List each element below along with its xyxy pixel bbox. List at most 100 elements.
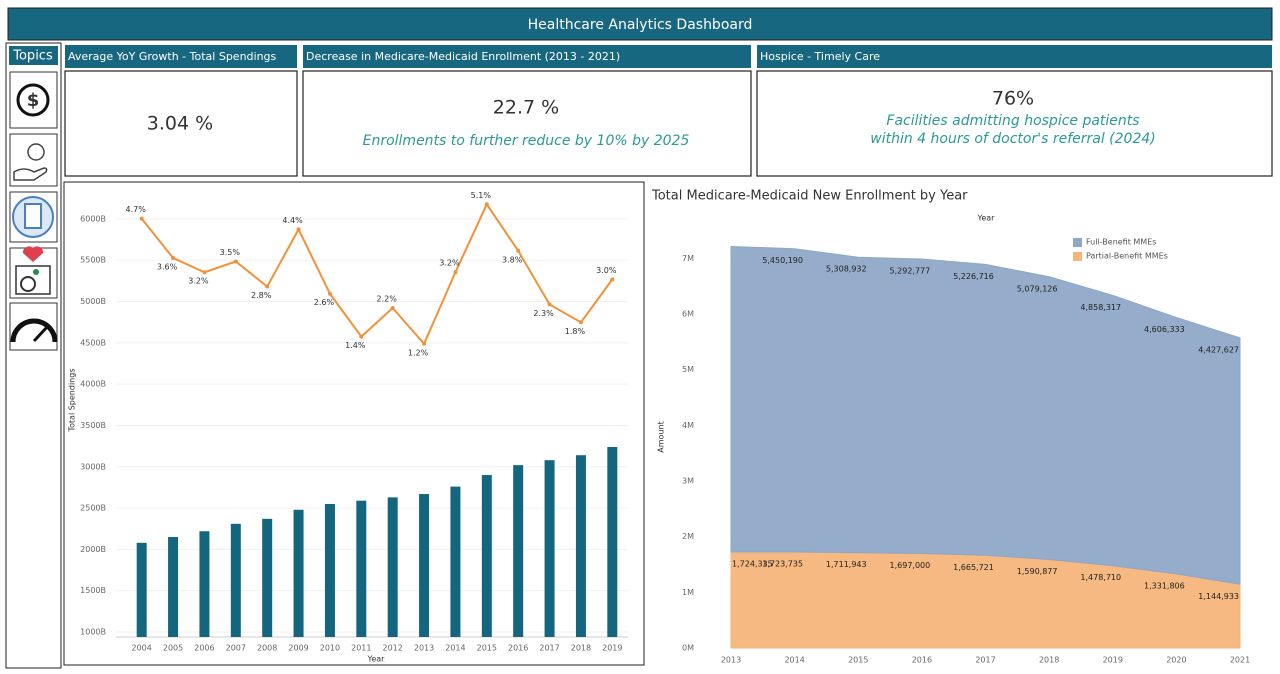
icon: [33, 269, 39, 275]
data-label: 5,292,777: [890, 266, 931, 275]
x-tick-label: 2017: [539, 644, 559, 653]
x-tick-label: 2012: [383, 644, 403, 653]
bar: [575, 455, 586, 637]
y-tick-label: 1M: [682, 588, 694, 597]
line-point: [296, 227, 301, 232]
data-label: 5,226,716: [953, 272, 994, 281]
topic-spending[interactable]: $: [9, 71, 58, 129]
data-label: 3.2%: [188, 277, 209, 286]
topic-enrollment[interactable]: [9, 191, 58, 243]
data-label: 3.0%: [596, 266, 617, 275]
kpi-value: 76%: [992, 88, 1034, 110]
line-point: [265, 284, 270, 289]
data-label: 2.2%: [377, 295, 398, 304]
topic-timely[interactable]: [9, 302, 58, 351]
topic-hospice[interactable]: [9, 246, 58, 299]
x-tick-label: 2010: [320, 644, 340, 653]
line-point: [327, 291, 332, 296]
data-label: 1,723,735: [762, 560, 803, 569]
x-tick-label: 2015: [848, 656, 868, 665]
line-point: [453, 270, 458, 275]
y-tick-label: 4000B: [80, 380, 106, 389]
y-tick-label: 3500B: [80, 421, 106, 430]
line: [140, 202, 614, 346]
x-tick-label: 2005: [163, 644, 183, 653]
x-tick-label: 2015: [477, 644, 497, 653]
icon: [16, 83, 50, 117]
y-tick-label: 2M: [682, 532, 694, 541]
icon: [10, 318, 58, 343]
data-label: 2.8%: [251, 291, 272, 300]
data-label: 1,144,933: [1198, 592, 1239, 601]
data-label: 3.8%: [502, 255, 523, 264]
y-tick-label: 1500B: [80, 586, 106, 595]
data-label: 1,665,721: [953, 563, 994, 572]
data-label: 1,711,943: [826, 560, 867, 569]
line-point: [171, 255, 176, 260]
kpi-note: within 4 hours of doctor's referral (202…: [870, 131, 1155, 147]
y-tick-label: 3M: [682, 477, 694, 486]
x-tick-label: 2016: [508, 644, 528, 653]
y-tick-label: 5500B: [80, 256, 106, 265]
line-point: [610, 277, 615, 282]
bar: [324, 503, 335, 637]
bar: [356, 500, 367, 637]
kpi-box: [756, 70, 1273, 177]
y-tick-label: 6M: [682, 310, 694, 319]
line-point: [202, 270, 207, 275]
x-tick-label: 2019: [1103, 656, 1123, 665]
icon: [32, 324, 50, 343]
data-label: 5,079,126: [1017, 284, 1058, 293]
y-tick-label: 4M: [682, 421, 694, 430]
y-tick-label: 1000B: [80, 628, 106, 637]
topic-care[interactable]: [9, 133, 58, 187]
data-label: 3.5%: [220, 248, 241, 257]
dashboard-title: Healthcare Analytics Dashboard: [528, 17, 753, 33]
y-tick-label: 2000B: [80, 545, 106, 554]
icon: [24, 203, 42, 229]
y-tick-label: 2500B: [80, 504, 106, 513]
data-label: 4,427,627: [1198, 345, 1239, 354]
bar: [481, 475, 492, 637]
kpi-3: Hospice - Timely Care 76% Facilities adm…: [756, 45, 1273, 177]
line-point: [139, 216, 144, 221]
x-tick-label: 2020: [1166, 656, 1186, 665]
x-tick-label: 2006: [194, 644, 214, 653]
x-axis-label: Year: [977, 214, 996, 223]
y-tick-label: 0M: [682, 644, 694, 653]
kpi-title: Average YoY Growth - Total Spendings: [68, 50, 277, 63]
bar: [387, 497, 398, 637]
data-label: 5.1%: [471, 191, 492, 200]
data-label: 1,331,806: [1144, 581, 1185, 590]
legend-swatch: [1073, 252, 1082, 261]
y-tick-label: 7M: [682, 254, 694, 263]
icon: [13, 167, 48, 181]
icon: [27, 143, 45, 161]
data-label: 2.3%: [533, 309, 554, 318]
line-point: [390, 306, 395, 311]
x-tick-label: 2018: [1039, 656, 1059, 665]
data-label: 5,450,190: [762, 256, 803, 265]
kpi-header: [65, 45, 297, 68]
x-tick-label: 2019: [602, 644, 622, 653]
x-tick-label: 2008: [257, 644, 277, 653]
line-point: [422, 341, 427, 346]
x-tick-label: 2004: [132, 644, 152, 653]
x-tick-label: 2021: [1230, 656, 1250, 665]
legend-swatch: [1073, 238, 1082, 247]
x-tick-label: 2018: [571, 644, 591, 653]
kpi-1: Average YoY Growth - Total Spendings 3.0…: [64, 45, 298, 177]
bar: [199, 531, 210, 637]
header-bar: [7, 7, 1273, 41]
x-tick-label: 2017: [975, 656, 995, 665]
bar: [230, 523, 241, 637]
x-tick-label: 2014: [784, 656, 804, 665]
legend-label: Full-Benefit MMEs: [1086, 238, 1156, 247]
bar: [293, 509, 304, 637]
kpi-title: Decrease in Medicare-Medicaid Enrollment…: [306, 50, 620, 63]
bar: [168, 537, 179, 637]
y-tick-label: 6000B: [80, 214, 106, 223]
icon: [20, 276, 36, 292]
